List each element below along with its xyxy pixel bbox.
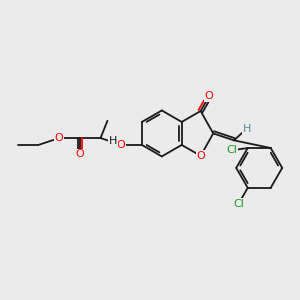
- Text: Cl: Cl: [233, 199, 244, 209]
- Text: O: O: [76, 149, 84, 159]
- Text: O: O: [117, 140, 126, 150]
- Text: H: H: [242, 124, 251, 134]
- Text: O: O: [55, 133, 64, 143]
- Text: O: O: [196, 151, 205, 161]
- Text: O: O: [205, 91, 214, 101]
- Text: H: H: [109, 136, 117, 146]
- Text: Cl: Cl: [226, 145, 237, 155]
